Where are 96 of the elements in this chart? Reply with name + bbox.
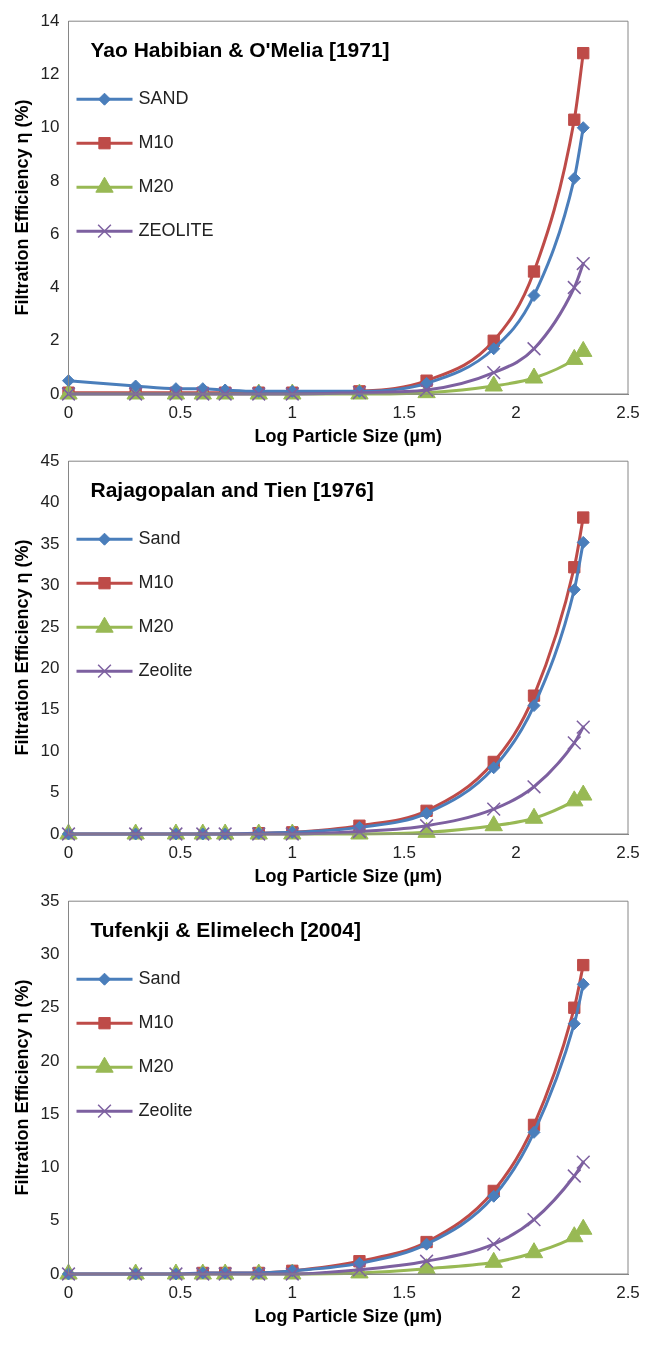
point bbox=[419, 1254, 434, 1269]
point bbox=[527, 1125, 541, 1139]
y-tick-label: 2 bbox=[50, 330, 60, 350]
point bbox=[576, 977, 590, 991]
y-tick-label: 25 bbox=[40, 616, 60, 636]
y-axis-title: Filtration Efficiency η (%) bbox=[11, 99, 32, 316]
legend-label: M20 bbox=[138, 176, 174, 197]
y-axis-title: Filtration Efficiency η (%) bbox=[11, 979, 32, 1196]
legend-label: M10 bbox=[138, 132, 174, 153]
y-tick-label: 35 bbox=[40, 533, 60, 553]
x-tick-label: 1.5 bbox=[392, 402, 417, 422]
y-tick-label: 12 bbox=[40, 64, 60, 84]
point bbox=[567, 1168, 582, 1184]
point bbox=[62, 374, 76, 388]
y-tick-label: 8 bbox=[50, 170, 60, 190]
y-tick-label: 14 bbox=[40, 10, 60, 30]
point bbox=[527, 699, 541, 713]
x-tick-label: 0 bbox=[63, 842, 74, 862]
legend-label: Sand bbox=[138, 968, 181, 989]
point bbox=[576, 121, 590, 135]
point bbox=[527, 288, 541, 302]
point bbox=[567, 735, 582, 750]
legend-label: SAND bbox=[138, 88, 189, 109]
x-tick-label: 0 bbox=[63, 402, 74, 422]
legend-label: Zeolite bbox=[138, 660, 193, 681]
y-tick-label: 5 bbox=[50, 1210, 60, 1230]
y-tick-label: 20 bbox=[40, 658, 60, 677]
x-tick-label: 0 bbox=[63, 1282, 74, 1302]
y-tick-label: 0 bbox=[50, 1263, 60, 1283]
y-tick-label: 25 bbox=[40, 997, 60, 1017]
y-tick-label: 40 bbox=[40, 492, 60, 512]
legend-label: M10 bbox=[138, 572, 174, 593]
point bbox=[576, 1155, 591, 1170]
y-tick-label: 45 bbox=[40, 450, 60, 470]
y-tick-label: 6 bbox=[50, 223, 60, 243]
x-tick-label: 1 bbox=[287, 842, 298, 862]
point bbox=[527, 265, 541, 278]
point bbox=[567, 583, 581, 597]
point bbox=[576, 535, 590, 549]
y-tick-label: 10 bbox=[40, 1157, 60, 1177]
y-axis-title: Filtration Efficiency η (%) bbox=[11, 539, 32, 756]
point bbox=[567, 171, 581, 185]
x-tick-label: 0.5 bbox=[168, 1282, 193, 1302]
x-axis-title: Log Particle Size (µm) bbox=[254, 866, 442, 887]
point bbox=[487, 342, 501, 356]
point bbox=[419, 818, 434, 833]
y-tick-label: 0 bbox=[50, 383, 60, 403]
x-tick-label: 2 bbox=[511, 1282, 521, 1302]
x-tick-label: 2 bbox=[511, 842, 521, 862]
y-tick-label: 0 bbox=[50, 823, 60, 843]
x-tick-label: 0.5 bbox=[168, 842, 193, 862]
x-tick-label: 1 bbox=[287, 1282, 298, 1302]
x-tick-label: 0.5 bbox=[168, 402, 193, 422]
legend-label: ZEOLITE bbox=[138, 220, 214, 241]
point bbox=[567, 280, 582, 295]
y-tick-label: 30 bbox=[40, 944, 60, 964]
x-tick-label: 1.5 bbox=[392, 842, 417, 862]
text: Tufenkji & Elimelech [2004] bbox=[90, 918, 361, 941]
x-axis-title: Log Particle Size (µm) bbox=[254, 426, 442, 447]
point bbox=[487, 761, 501, 775]
point bbox=[486, 365, 501, 380]
point bbox=[526, 341, 542, 356]
point bbox=[576, 256, 591, 271]
point bbox=[577, 511, 590, 524]
point bbox=[486, 1237, 501, 1252]
point bbox=[486, 802, 501, 817]
y-tick-label: 35 bbox=[40, 890, 60, 910]
point bbox=[526, 1212, 542, 1227]
point bbox=[568, 113, 581, 126]
y-tick-label: 4 bbox=[50, 277, 60, 297]
y-tick-label: 20 bbox=[40, 1050, 60, 1070]
y-tick-label: 10 bbox=[40, 740, 60, 760]
legend-label: Zeolite bbox=[138, 1100, 193, 1121]
legend-label: Sand bbox=[138, 528, 181, 549]
text: Rajagopalan and Tien [1976] bbox=[90, 478, 374, 501]
point bbox=[577, 47, 590, 60]
point bbox=[567, 1017, 581, 1031]
point bbox=[576, 720, 591, 735]
x-tick-label: 2.5 bbox=[616, 842, 640, 862]
x-tick-label: 1 bbox=[287, 402, 298, 422]
x-tick-label: 1.5 bbox=[392, 1282, 417, 1302]
x-tick-label: 2 bbox=[511, 402, 521, 422]
legend-label: M20 bbox=[138, 1056, 174, 1077]
text: Yao Habibian & O'Melia [1971] bbox=[90, 38, 390, 61]
y-tick-label: 5 bbox=[50, 782, 60, 802]
legend-label: M20 bbox=[138, 616, 174, 637]
legend-label: M10 bbox=[138, 1012, 174, 1033]
y-tick-label: 30 bbox=[40, 575, 60, 595]
y-tick-label: 15 bbox=[40, 1103, 60, 1123]
x-tick-label: 2.5 bbox=[616, 1282, 640, 1302]
x-tick-label: 2.5 bbox=[616, 402, 640, 422]
point bbox=[487, 1189, 501, 1203]
point bbox=[577, 958, 590, 972]
x-axis-title: Log Particle Size (µm) bbox=[254, 1306, 442, 1327]
y-tick-label: 15 bbox=[40, 699, 60, 719]
y-tick-label: 10 bbox=[40, 117, 60, 137]
